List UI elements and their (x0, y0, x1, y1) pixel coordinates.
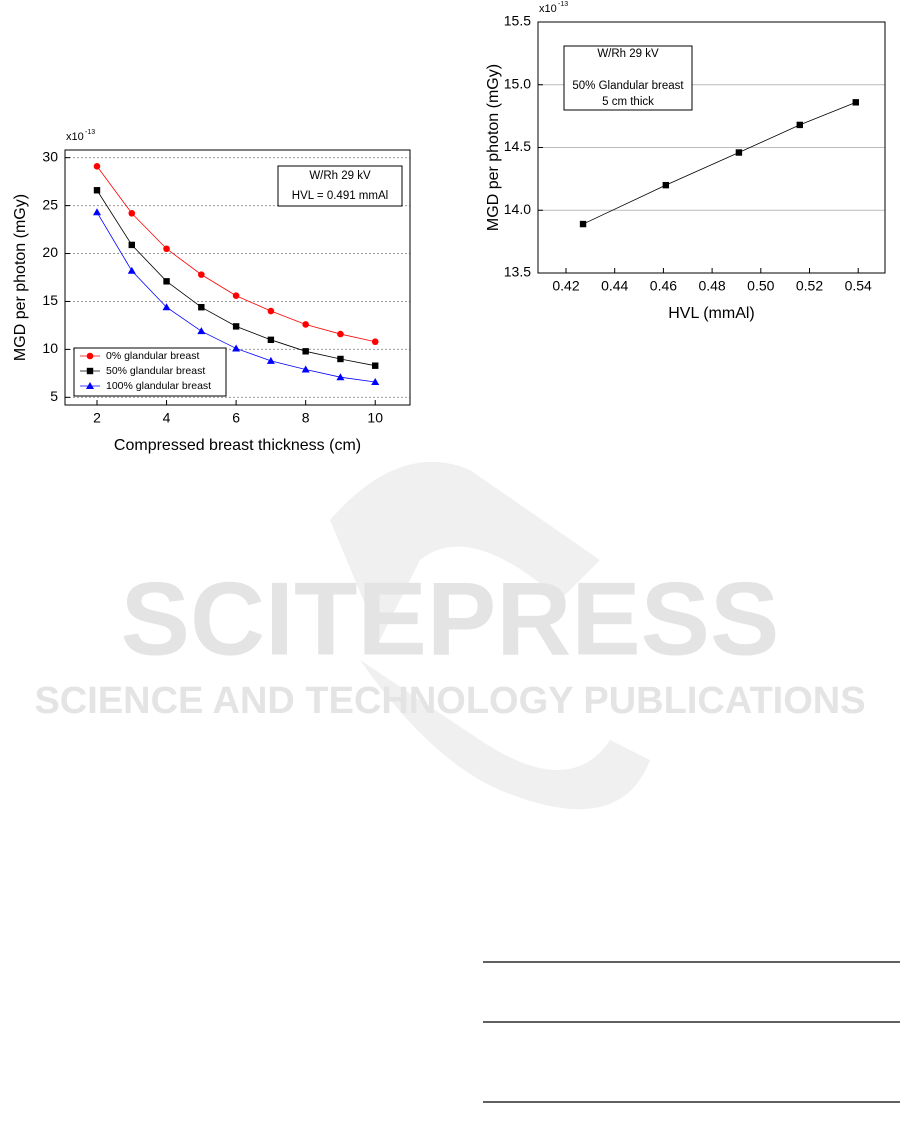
marker (93, 162, 101, 170)
multiplier-exponent: -13 (558, 1, 568, 8)
annotation-box (277, 165, 403, 207)
y-tick-label: 25 (42, 196, 58, 212)
marker (337, 355, 344, 363)
marker (796, 121, 803, 129)
marker (302, 321, 309, 328)
marker (371, 377, 380, 385)
marker (127, 266, 136, 274)
multiplier: x10 (66, 131, 84, 143)
marker (198, 271, 205, 278)
watermark-subtitle: SCIENCE AND TECHNOLOGY PUBLICATIONS (34, 680, 865, 722)
x-tick-label: 0.50 (747, 278, 774, 294)
marker (372, 362, 379, 369)
marker (337, 330, 344, 338)
legend-label: 50% glandular breast (106, 365, 205, 377)
y-tick-label: 20 (42, 244, 58, 260)
marker (128, 209, 136, 217)
marker (232, 344, 241, 352)
y-axis-label: MGD per photon (mGy) (485, 64, 502, 231)
y-tick-label: 15.0 (504, 75, 531, 91)
y-axis-label: MGD per photon (mGy) (12, 194, 29, 361)
legend-marker (86, 352, 94, 360)
marker (662, 181, 670, 189)
x-axis-label: Compressed breast thickness (cm) (114, 437, 361, 454)
marker (336, 373, 345, 381)
x-tick-label: 0.48 (698, 278, 725, 294)
multiplier: x10 (539, 3, 557, 15)
marker (266, 356, 275, 364)
x-tick-label: 4 (163, 410, 171, 426)
marker (735, 149, 743, 156)
annotation-box (563, 45, 693, 111)
y-tick-label: 10 (42, 340, 58, 356)
plot-frame (64, 149, 411, 406)
marker (579, 220, 587, 228)
marker (371, 338, 379, 346)
watermark-logo (360, 660, 650, 810)
watermark-title: SCITEPRESS (121, 561, 780, 677)
marker (852, 99, 859, 106)
y-tick-label: 5 (50, 388, 58, 404)
y-tick-label: 15.5 (504, 13, 531, 29)
chart: 13.5 14.0 14.5 15.0 15.5 0.42 0.44 0.46 0.48 0.50… (485, 1, 886, 322)
x-axis-label: HVL (mmAl) (668, 305, 755, 322)
legend-marker (86, 382, 94, 389)
multiplier-exponent: -13 (85, 129, 95, 136)
marker (302, 348, 309, 355)
marker (198, 304, 205, 311)
marker (162, 303, 171, 311)
x-tick-label: 2 (93, 410, 101, 426)
x-tick-label: 8 (302, 410, 310, 426)
marker (163, 278, 170, 285)
marker (163, 245, 170, 253)
marker (267, 307, 275, 315)
x-tick-label: 0.46 (650, 278, 677, 294)
legend-label: 100% glandular breast (106, 380, 211, 392)
marker (232, 292, 240, 300)
watermark-logo (330, 461, 600, 640)
legend-marker (86, 367, 94, 375)
marker (93, 187, 101, 194)
y-tick-label: 30 (42, 148, 58, 164)
watermark: SCITEPRESS SCIENCE AND TECHNOLOGY PUBLIC… (34, 461, 866, 810)
marker (301, 365, 310, 373)
x-tick-label: 6 (232, 410, 240, 426)
series-line (582, 101, 856, 225)
annotation: W/Rh 29 kV (309, 170, 371, 182)
x-tick-label: 0.42 (552, 278, 579, 294)
y-tick-label: 15 (42, 292, 58, 308)
annotation: HVL = 0.491 mmAl (292, 190, 388, 202)
x-tick-label: 0.44 (601, 278, 628, 294)
x-tick-label: 0.52 (796, 278, 823, 294)
marker (197, 327, 206, 335)
x-tick-label: 10 (367, 410, 383, 426)
marker (232, 323, 240, 330)
y-tick-label: 14.0 (504, 201, 531, 217)
annotation: 5 cm thick (602, 96, 654, 108)
y-tick-label: 13.5 (504, 264, 531, 280)
plot-frame (537, 21, 886, 274)
x-tick-label: 0.54 (845, 278, 872, 294)
marker (267, 336, 275, 344)
marker (128, 241, 135, 249)
chart: 5 10 15 20 25 30 2 4 6 8 10 Compressed breast thick… (12, 129, 411, 454)
annotation: 50% Glandular breast (572, 80, 684, 92)
legend-label: 0% glandular breast (106, 350, 199, 362)
marker (92, 208, 101, 216)
annotation: W/Rh 29 kV (597, 48, 659, 60)
y-tick-label: 14.5 (504, 138, 531, 154)
